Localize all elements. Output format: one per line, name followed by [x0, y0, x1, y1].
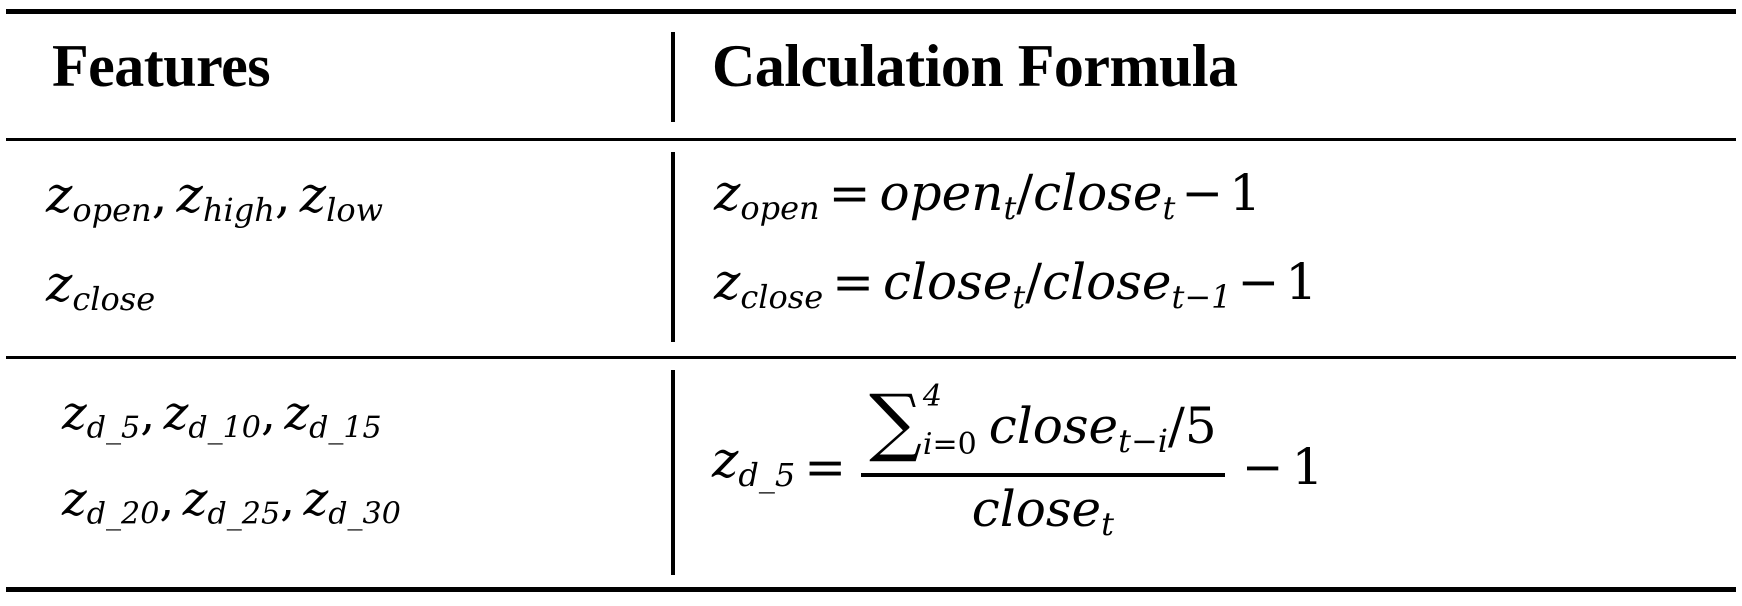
column-header-features: Features: [52, 33, 271, 99]
formula-z-close-definition: zclose = closet/closet−1−1: [714, 252, 1318, 316]
equals-sign: =: [832, 252, 875, 311]
formula-z-d-5-definition: zd_5 = ∑ 4 i=0 closet−i/5 closet −1: [712, 382, 1323, 552]
constant-one: 1: [1291, 438, 1324, 497]
feature-z-open: zopen: [46, 166, 152, 229]
equals-sign: =: [804, 438, 847, 497]
column-divider-header: [671, 32, 675, 122]
column-divider-row-1: [671, 152, 675, 342]
table-bottom-rule: [6, 587, 1736, 592]
fraction-denominator: closet: [971, 480, 1114, 544]
moving-average-fraction: ∑ 4 i=0 closet−i/5 closet: [861, 379, 1225, 554]
comma-separator: ,: [159, 472, 175, 528]
comma-separator: ,: [140, 386, 156, 441]
column-divider-row-2: [671, 370, 675, 575]
feature-z-d-30: zd_30: [303, 472, 401, 532]
table-top-rule: [6, 9, 1736, 14]
feature-z-d-15: zd_15: [284, 386, 382, 446]
summation-lower-limit: i=0: [922, 427, 977, 462]
formula-lhs: zd_5: [712, 430, 796, 494]
summation-upper-limit: 4: [922, 379, 943, 414]
feature-z-d-5: zd_5: [62, 386, 141, 446]
feature-z-high: zhigh: [176, 166, 275, 229]
division-slash: /: [1016, 164, 1034, 222]
summation-limits: 4 i=0: [923, 382, 977, 460]
row-1-features-line-2: zclose: [46, 247, 383, 336]
comma-separator: ,: [260, 386, 276, 441]
table-row-divider-rule: [6, 356, 1736, 359]
row-1-features-cell: zopen, zhigh, zlow zclose: [46, 158, 383, 336]
feature-z-d-20: zd_20: [62, 472, 160, 532]
row-1-formula-cell: zopen = opent/closet −1 zclose = closet/close…: [714, 156, 1317, 334]
row-2-features-line-2: zd_20, zd_25, zd_30: [62, 464, 401, 550]
minus-sign: −: [1237, 252, 1280, 311]
feature-z-d-25: zd_25: [182, 472, 281, 532]
formula-z-open-definition: zopen = opent/closet −1: [714, 164, 1262, 227]
column-header-calculation-formula: Calculation Formula: [712, 33, 1238, 99]
comma-separator: ,: [151, 166, 168, 224]
fraction-numerator: ∑ 4 i=0 closet−i/5: [861, 379, 1225, 473]
numerator-term: closet−i/5: [988, 397, 1217, 461]
table-header-rule: [6, 138, 1736, 141]
row-1-features-line-1: zopen, zhigh, zlow: [46, 158, 383, 247]
fraction-bar: [861, 473, 1225, 478]
minus-sign: −: [1181, 164, 1224, 222]
summation-icon: ∑ 4 i=0: [869, 379, 977, 466]
comma-separator: ,: [280, 472, 296, 528]
feature-z-close: zclose: [46, 254, 156, 318]
row-2-formula-cell: zd_5 = ∑ 4 i=0 closet−i/5 closet −1: [712, 382, 1323, 552]
row-2-features-line-1: zd_5, zd_10, zd_15: [62, 378, 401, 464]
comma-separator: ,: [274, 166, 291, 224]
minus-sign: −: [1241, 438, 1284, 497]
division-slash: /: [1025, 252, 1043, 311]
row-2-features-cell: zd_5, zd_10, zd_15 zd_20, zd_25, zd_30: [62, 378, 401, 551]
feature-z-d-10: zd_10: [163, 386, 261, 446]
feature-z-low: zlow: [299, 166, 383, 229]
equals-sign: =: [828, 164, 871, 222]
